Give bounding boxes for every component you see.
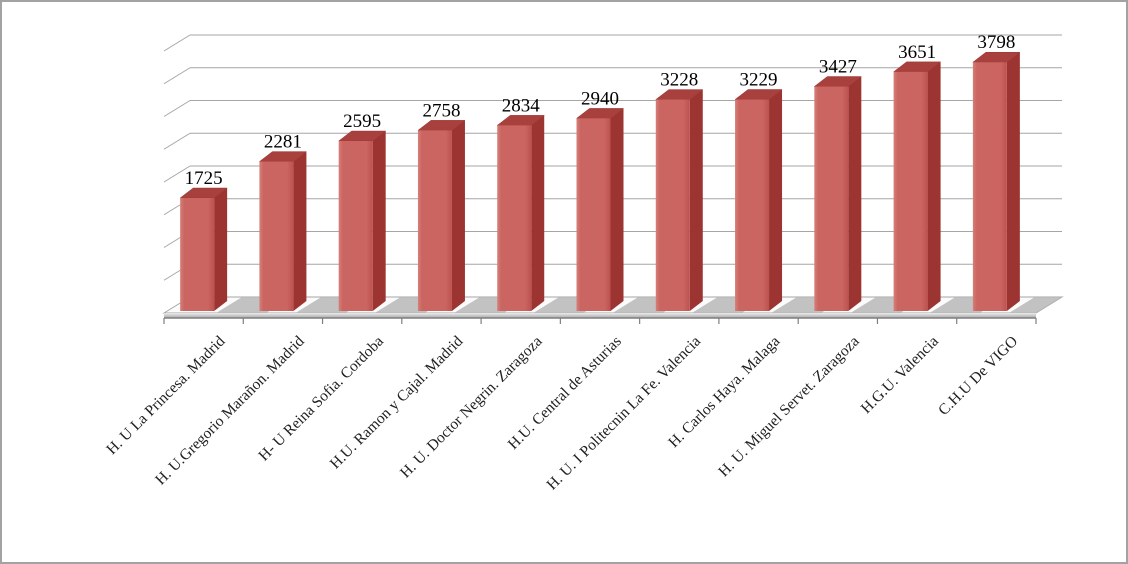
floor-front-skirt bbox=[164, 313, 1036, 318]
bar-value-label: 2940 bbox=[581, 88, 619, 109]
gridline-sidewall bbox=[163, 100, 191, 117]
bar-column bbox=[655, 89, 704, 311]
bar-column bbox=[734, 89, 783, 311]
category-axis-label: H.U. Ramon y Cajal. Madrid bbox=[327, 333, 467, 473]
bar-column bbox=[892, 61, 942, 312]
bar-value-label: 3651 bbox=[898, 42, 936, 63]
bar-value-label: 3228 bbox=[660, 70, 698, 91]
bar-front-face bbox=[972, 62, 1007, 311]
bar-front-face bbox=[497, 125, 532, 311]
bar-side-face bbox=[769, 89, 783, 311]
bar-side-face bbox=[927, 61, 941, 312]
gridline-sidewall bbox=[163, 132, 191, 150]
bar-front-face bbox=[180, 198, 215, 311]
gridline-sidewall bbox=[163, 34, 191, 52]
bar-front-face bbox=[814, 86, 849, 312]
bar-front-face bbox=[893, 71, 928, 311]
bar-side-face bbox=[372, 131, 386, 311]
bar-side-face bbox=[531, 115, 545, 311]
bar-floor-shadow bbox=[1008, 297, 1062, 313]
bar-front-face bbox=[417, 130, 452, 311]
bar-value-label: 3229 bbox=[740, 70, 778, 91]
bar-column bbox=[258, 151, 308, 311]
bar-front-face bbox=[576, 118, 611, 312]
bar-value-label: 2595 bbox=[343, 111, 381, 132]
bar-value-label: 2281 bbox=[264, 132, 302, 153]
bar-value-label: 3427 bbox=[819, 57, 857, 78]
bar-side-face bbox=[689, 89, 703, 311]
bar-side-face bbox=[451, 120, 465, 311]
bar-column bbox=[575, 108, 625, 312]
bar-value-label: 2834 bbox=[502, 95, 541, 116]
bar-side-face bbox=[214, 188, 228, 311]
bar-value-label: 3798 bbox=[977, 32, 1015, 53]
bar-column bbox=[417, 120, 466, 311]
category-axis-label: H. U. Doctor Negrin. Zaragoza bbox=[397, 333, 546, 482]
category-axis-label: C.H.U De VIGO bbox=[935, 333, 1021, 419]
bar-column bbox=[972, 51, 1021, 312]
bar-column bbox=[813, 76, 863, 312]
category-axis-label: H. U. Miguel Servet. Zaragoza bbox=[715, 333, 863, 481]
bar-column bbox=[496, 115, 545, 311]
bar-side-face bbox=[1006, 52, 1020, 312]
category-axis-label: H. U. I Politecnin La Fe. Valencia bbox=[543, 333, 704, 494]
bar-column bbox=[179, 187, 228, 311]
bar-front-face bbox=[338, 141, 373, 311]
category-axis-label: H.G.U. Valencia bbox=[858, 333, 942, 417]
bar-side-face bbox=[293, 151, 307, 311]
bar-side-face bbox=[610, 108, 624, 312]
bar-front-face bbox=[259, 161, 294, 311]
gridline-sidewall bbox=[163, 67, 191, 85]
bar-side-face bbox=[848, 76, 862, 312]
bar-front-face bbox=[655, 99, 690, 311]
bar-front-face bbox=[735, 99, 770, 311]
category-axis-label: H. U.Gregorio Marañon. Madrid bbox=[152, 333, 308, 489]
bar-value-label: 1725 bbox=[185, 168, 223, 189]
bar-column bbox=[337, 130, 387, 311]
bar-value-label: 2758 bbox=[422, 100, 460, 121]
gridline-sidewall bbox=[163, 165, 191, 183]
